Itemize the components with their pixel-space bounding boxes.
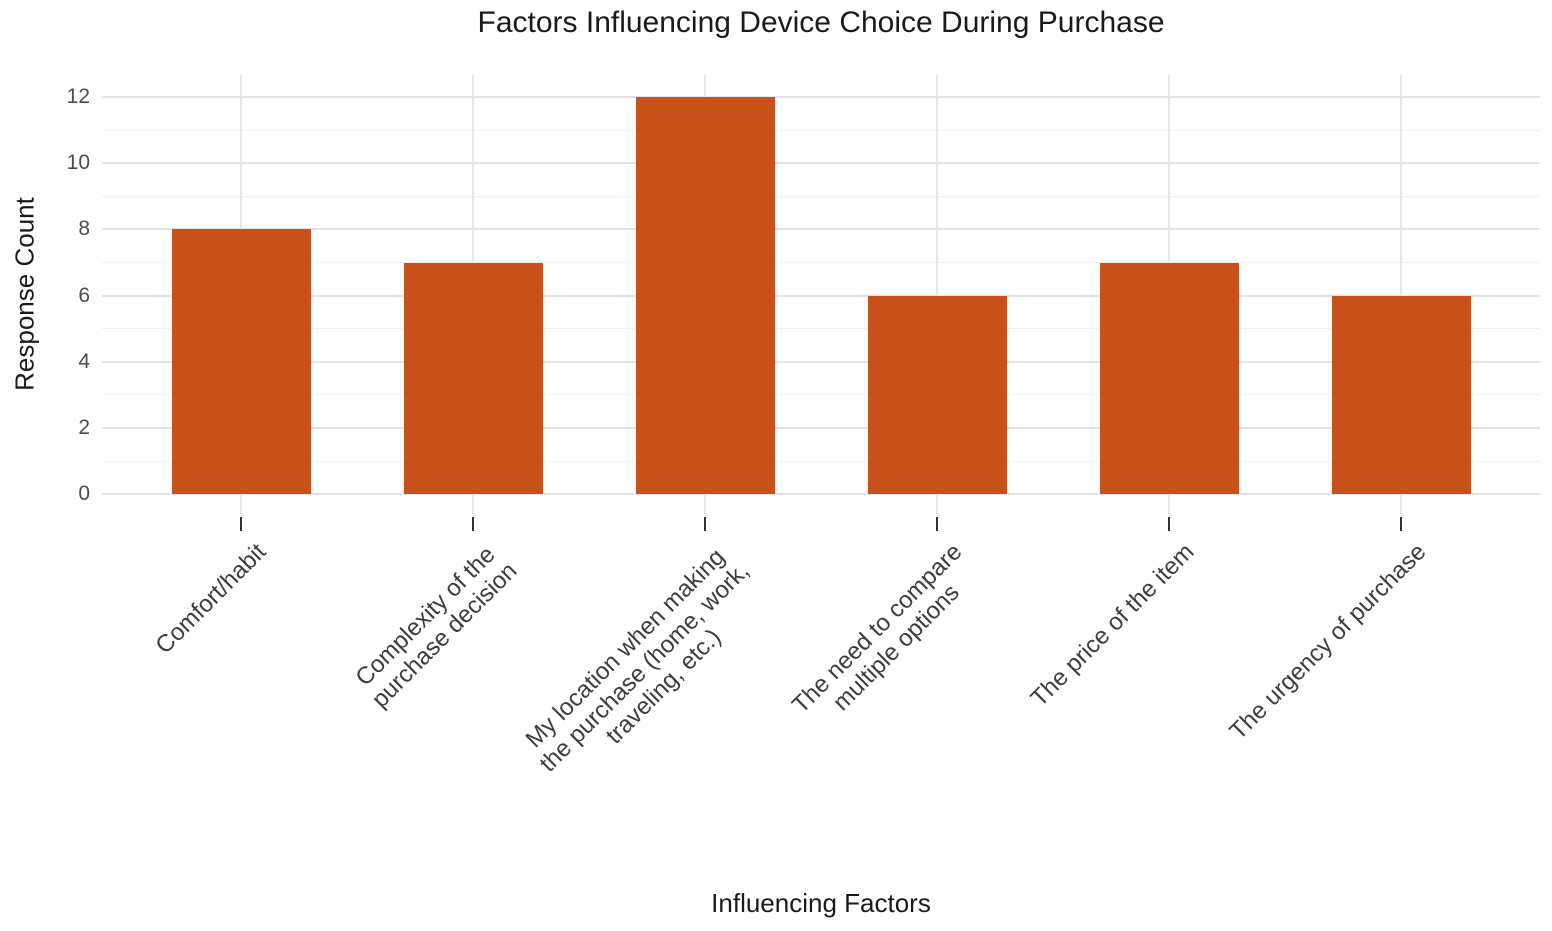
major-gridline [102, 426, 1540, 429]
bar [171, 229, 311, 495]
x-axis-category-label-text: The price of the item [1025, 538, 1200, 713]
x-axis-title: Influencing Factors [711, 888, 931, 918]
bar [635, 97, 775, 495]
y-axis-tick-label: 10 [66, 151, 90, 175]
x-axis-tick [704, 517, 706, 531]
x-axis-tick [472, 517, 474, 531]
minor-gridline [102, 262, 1540, 264]
x-axis-tick [1168, 517, 1170, 531]
x-axis-tick [1400, 517, 1402, 531]
bar [403, 262, 543, 495]
x-axis-category-label-text: Comfort/habit [150, 538, 272, 660]
major-gridline [102, 294, 1540, 297]
minor-gridline [102, 460, 1540, 462]
bar [1331, 295, 1471, 495]
y-axis-tick-label: 8 [78, 217, 90, 241]
minor-gridline [102, 328, 1540, 330]
plot-panel [102, 75, 1540, 514]
bar [1099, 262, 1239, 495]
x-axis-tick [936, 517, 938, 531]
x-axis-category-label-text: The need to compare multiple options [786, 538, 968, 719]
major-gridline [102, 360, 1540, 363]
chart-title: Factors Influencing Device Choice During… [477, 6, 1165, 39]
x-axis-category-label-text: Complexity of the purchase decision [350, 541, 523, 714]
major-gridline [102, 96, 1540, 99]
y-axis-tick-label: 2 [78, 415, 90, 439]
y-axis-tick-label: 4 [78, 349, 90, 373]
bar [867, 295, 1007, 495]
y-axis-tick-label: 6 [78, 283, 90, 307]
minor-gridline [102, 394, 1540, 396]
minor-gridline [102, 129, 1540, 131]
minor-gridline [102, 195, 1540, 197]
y-axis-tick-label: 12 [66, 85, 90, 109]
major-gridline [102, 162, 1540, 165]
x-axis-tick [240, 517, 242, 531]
x-axis-category-label-text: The urgency of purchase [1224, 538, 1432, 746]
y-axis-tick-label: 0 [78, 482, 90, 506]
major-gridline [102, 493, 1540, 496]
category-gridline [1400, 75, 1402, 514]
major-gridline [102, 228, 1540, 231]
category-gridline [936, 75, 938, 514]
